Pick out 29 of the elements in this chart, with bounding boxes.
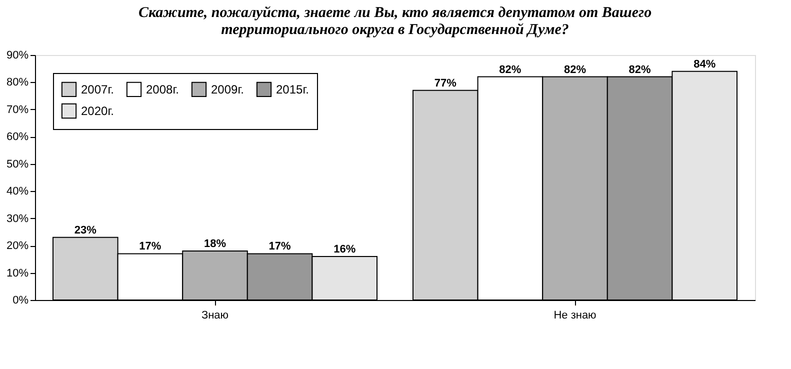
y-tick-label: 40% <box>6 186 29 198</box>
legend-label: 2008г. <box>146 82 179 96</box>
data-label: 82% <box>628 64 652 76</box>
data-label: 84% <box>694 58 716 70</box>
y-tick-label: 30% <box>6 212 29 225</box>
y-tick-label: 60% <box>6 131 29 144</box>
legend-label: 2007г. <box>81 82 114 96</box>
y-tick-label: 70% <box>6 104 29 116</box>
y-tick-label: 0% <box>12 294 29 306</box>
legend-label: 2015г. <box>276 82 309 96</box>
data-label: 17% <box>268 240 292 253</box>
y-tick-label: 10% <box>6 267 29 280</box>
legend-label: 2009г. <box>211 82 244 96</box>
x-tick-label: Знаю <box>201 310 229 322</box>
y-tick-label: 90% <box>6 50 29 62</box>
data-label: 16% <box>334 243 356 256</box>
data-label: 17% <box>139 240 162 253</box>
y-tick-label: 80% <box>6 76 29 89</box>
data-label: 23% <box>74 224 97 236</box>
data-label: 82% <box>564 64 586 76</box>
x-tick-label: Не знаю <box>554 310 596 322</box>
text: территориального округа в Государственной Думе? <box>221 22 569 38</box>
y-tick-label: 50% <box>6 158 29 170</box>
text: Скажите, пожалуйста, знаете ли Вы, кто является депутатом от Вашего <box>138 5 652 21</box>
data-label: 18% <box>204 238 226 250</box>
y-tick-label: 20% <box>6 240 29 252</box>
data-label: 77% <box>434 77 457 90</box>
legend-label: 2020г. <box>81 104 114 118</box>
data-label: 82% <box>499 64 522 76</box>
